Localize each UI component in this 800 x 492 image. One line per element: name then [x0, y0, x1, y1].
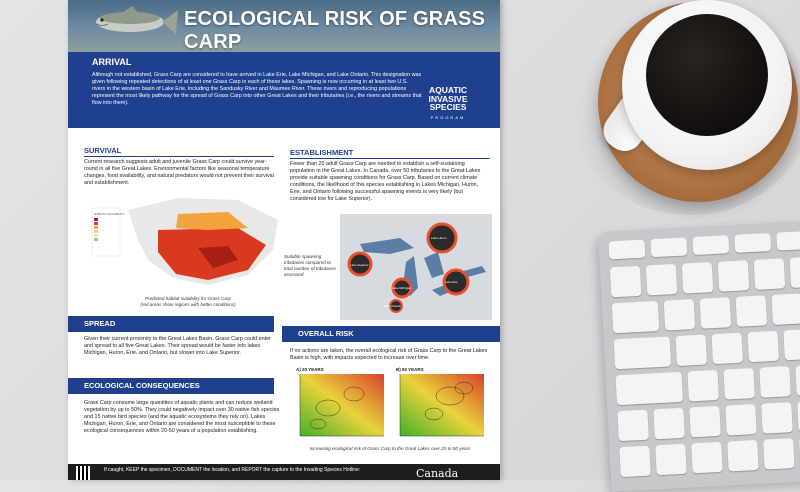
ais-line-2: INVASIVE	[428, 93, 468, 104]
key	[795, 364, 800, 396]
canada-wordmark: Canada	[416, 467, 459, 480]
keyboard	[598, 219, 800, 492]
lake-label-superior: Lake Superior	[350, 263, 369, 267]
key	[776, 230, 800, 251]
lake-label-erie: Lake Erie	[445, 280, 458, 284]
survival-text: Current research suggests adult and juve…	[84, 159, 274, 186]
key	[663, 299, 696, 331]
key	[611, 300, 660, 334]
arrival-text: Although not established, Grass Carp are…	[92, 72, 422, 107]
spread-text: Given their current proximity to the Gre…	[84, 336, 271, 356]
key	[699, 297, 732, 329]
key	[734, 232, 772, 253]
spawning-note: Suitable spawning tributaries compared t…	[284, 254, 337, 277]
ais-program-logo: AQUATIC INVASIVE SPECIES PROGRAM	[418, 86, 478, 122]
lake-label-michigan: Lake Michigan	[392, 286, 412, 290]
key	[655, 443, 687, 476]
arrival-section: ARRIVAL Although not established, Grass …	[68, 52, 500, 128]
footer: If caught, KEEP the specimen, DOCUMENT t…	[68, 464, 500, 480]
key	[689, 405, 721, 438]
key	[653, 407, 685, 440]
arrival-heading: ARRIVAL	[92, 57, 132, 67]
key	[692, 235, 730, 256]
hero-banner: ECOLOGICAL RISK OF GRASS CARP	[68, 0, 500, 53]
key	[645, 263, 678, 296]
establishment-text: Fewer than 20 adult Grass Carp are neede…	[290, 161, 481, 202]
key	[609, 265, 642, 298]
key	[608, 239, 646, 260]
poster-title: ECOLOGICAL RISK OF GRASS CARP	[184, 8, 486, 53]
risk-matrix-20-years	[299, 374, 384, 437]
map-caption-2: (red areas show regions with better cond…	[140, 302, 236, 307]
map-caption-1: Predicted habitat suitability for Grass …	[144, 296, 232, 301]
risk-matrix-50-years	[399, 374, 484, 437]
consequences-text: Grass Carp consume large quantities of a…	[84, 400, 280, 434]
key	[723, 368, 755, 400]
key	[763, 438, 795, 470]
overall-risk-heading: OVERALL RISK	[282, 326, 500, 342]
coffee	[646, 14, 768, 136]
key	[727, 439, 759, 472]
key	[681, 262, 714, 294]
key	[747, 330, 779, 363]
key	[650, 237, 688, 258]
key	[613, 336, 672, 370]
overall-risk-text: If no actions are taken, the overall eco…	[290, 348, 488, 361]
key	[717, 260, 750, 292]
establishment-rule	[290, 158, 490, 159]
survival-heading: SURVIVAL	[84, 146, 122, 155]
key	[783, 328, 800, 361]
ais-line-4: PROGRAM	[430, 114, 466, 120]
legend-title: HABITAT SUITABILITY	[94, 212, 125, 216]
establishment-heading: ESTABLISHMENT	[290, 148, 354, 157]
poster: ECOLOGICAL RISK OF GRASS CARP ARRIVAL Al…	[68, 0, 500, 480]
great-lakes-map	[340, 214, 492, 320]
key	[771, 293, 800, 325]
key	[617, 409, 649, 442]
key	[687, 369, 719, 402]
risk-caption: Increasing ecological risk of Grass Carp…	[309, 446, 471, 451]
chart-b-title: B) 50 YEARS	[396, 367, 424, 372]
key	[619, 445, 651, 478]
key	[753, 258, 786, 290]
key	[711, 332, 744, 365]
key	[725, 404, 757, 436]
lake-label-huron: Lake Huron	[431, 236, 447, 240]
spread-heading: SPREAD	[68, 316, 274, 332]
ais-line-1: AQUATIC	[428, 85, 468, 95]
consequences-heading: ECOLOGICAL CONSEQUENCES	[68, 378, 274, 394]
ais-line-3: SPECIES	[429, 102, 467, 112]
habitat-suitability-map	[88, 190, 288, 290]
footer-text: If caught, KEEP the specimen, DOCUMENT t…	[104, 467, 361, 473]
key	[789, 256, 800, 288]
key	[691, 441, 723, 474]
key	[675, 334, 708, 367]
qr-code-icon	[76, 466, 90, 480]
chart-a-title: A) 20 YEARS	[296, 367, 324, 372]
key	[735, 295, 768, 327]
survival-rule	[84, 156, 274, 157]
key	[761, 402, 793, 434]
fish-icon	[95, 6, 178, 34]
lake-label-ontario: Lake Ontario	[384, 304, 402, 308]
key	[759, 366, 791, 398]
key	[615, 371, 684, 406]
